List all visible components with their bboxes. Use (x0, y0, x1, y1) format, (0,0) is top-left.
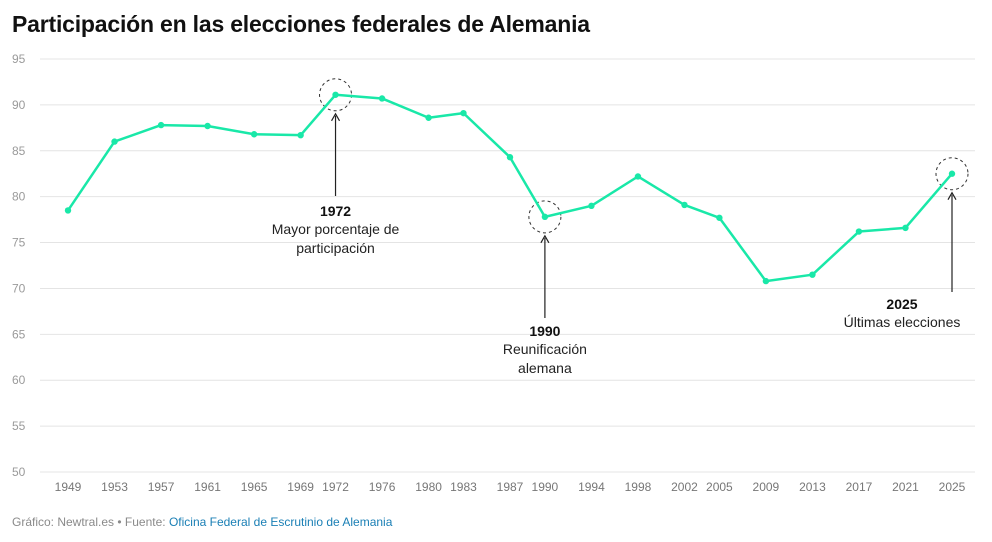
x-tick-label: 2009 (753, 480, 780, 494)
series-line (66, 93, 953, 283)
data-point-1976[interactable] (378, 95, 386, 102)
data-point-1949[interactable] (64, 207, 72, 214)
data-point-1998[interactable] (634, 173, 642, 180)
annotation-text: Mayor porcentaje de (272, 221, 400, 237)
x-tick-label: 1969 (287, 480, 314, 494)
grid-lines (40, 58, 975, 473)
footer: Gráfico: Newtral.es • Fuente: Oficina Fe… (12, 515, 392, 529)
data-point-1961[interactable] (204, 122, 211, 130)
data-point-1972[interactable] (332, 91, 339, 98)
x-tick-label: 1987 (497, 480, 524, 494)
x-tick-label: 2013 (799, 480, 826, 494)
x-tick-label: 2021 (892, 480, 919, 494)
x-tick-label: 1972 (322, 480, 349, 494)
x-tick-label: 2005 (706, 480, 733, 494)
y-tick-label: 60 (12, 373, 26, 387)
x-tick-label: 2017 (846, 480, 873, 494)
x-tick-label: 1976 (369, 480, 396, 494)
y-tick-label: 55 (12, 419, 26, 433)
data-point-1957[interactable] (157, 121, 165, 129)
x-axis-ticks: 1949 1953 1957 1961 1965 1969 1972 1976 1980 1983… (55, 480, 966, 494)
data-point-1980[interactable] (425, 114, 432, 121)
x-tick-label: 1998 (625, 480, 652, 494)
annotations: 1972 Mayor porcentaje de participación 1990… (272, 78, 969, 376)
annotation-text: Últimas elecciones (844, 314, 961, 330)
annotation-1972: 1972 Mayor porcentaje de participación (272, 78, 400, 256)
x-tick-label: 1983 (450, 480, 477, 494)
x-tick-label: 1994 (578, 480, 605, 494)
data-point-2021[interactable] (902, 224, 909, 232)
annotation-text: Reunificación (503, 341, 587, 357)
data-point-1969[interactable] (297, 131, 304, 139)
x-tick-label: 1957 (148, 480, 175, 494)
footer-credit: Gráfico: Newtral.es • Fuente: (12, 515, 169, 529)
y-tick-label: 95 (12, 52, 26, 66)
line-chart: 50 55 60 65 70 75 80 85 90 95 1949 1953 1957 1961 196… (12, 52, 975, 494)
data-point-1965[interactable] (250, 131, 258, 138)
data-point-1994[interactable] (588, 202, 595, 210)
annotation-year: 2025 (886, 296, 917, 312)
x-tick-label: 2025 (939, 480, 966, 494)
annotation-text: participación (296, 240, 375, 256)
data-point-1983[interactable] (460, 109, 467, 117)
annotation-year: 1990 (529, 323, 560, 339)
annotation-2025: 2025 Últimas elecciones (844, 157, 969, 330)
y-tick-label: 70 (12, 281, 26, 295)
x-tick-label: 1990 (532, 480, 559, 494)
arrow-head (947, 191, 957, 201)
series-turnout (64, 91, 956, 285)
annotation-text: alemana (518, 360, 572, 376)
data-point-2013[interactable] (809, 271, 816, 278)
data-point-1953[interactable] (111, 138, 118, 145)
y-tick-label: 85 (12, 144, 26, 158)
chart-title: Participación en las elecciones federale… (12, 11, 590, 37)
x-tick-label: 1953 (101, 480, 128, 494)
data-point-2002[interactable] (681, 201, 688, 209)
x-tick-label: 1980 (415, 480, 442, 494)
data-point-2005[interactable] (716, 214, 723, 221)
highlight-circle (319, 78, 353, 112)
data-point-2009[interactable] (762, 277, 770, 285)
y-tick-label: 90 (12, 98, 26, 112)
data-point-1990[interactable] (541, 213, 549, 221)
arrow-head (540, 234, 550, 244)
highlight-circle (528, 200, 562, 234)
annotation-1990: 1990 Reunificación alemana (503, 200, 587, 376)
annotation-year: 1972 (320, 203, 351, 219)
y-tick-label: 65 (12, 327, 26, 341)
arrow-head (331, 112, 341, 122)
data-point-1987[interactable] (506, 154, 514, 161)
highlight-circle (935, 157, 969, 191)
source-link[interactable]: Oficina Federal de Escrutinio de Alemani… (168, 515, 393, 529)
x-tick-label: 2002 (671, 480, 698, 494)
data-point-2017[interactable] (855, 228, 863, 235)
y-axis-ticks: 50 55 60 65 70 75 80 85 90 95 (12, 52, 26, 479)
y-tick-label: 75 (12, 236, 26, 250)
y-tick-label: 80 (12, 190, 26, 204)
data-point-2025[interactable] (948, 170, 956, 177)
y-tick-label: 50 (12, 465, 26, 479)
x-tick-label: 1965 (241, 480, 268, 494)
x-tick-label: 1949 (55, 480, 82, 494)
x-tick-label: 1961 (194, 480, 221, 494)
